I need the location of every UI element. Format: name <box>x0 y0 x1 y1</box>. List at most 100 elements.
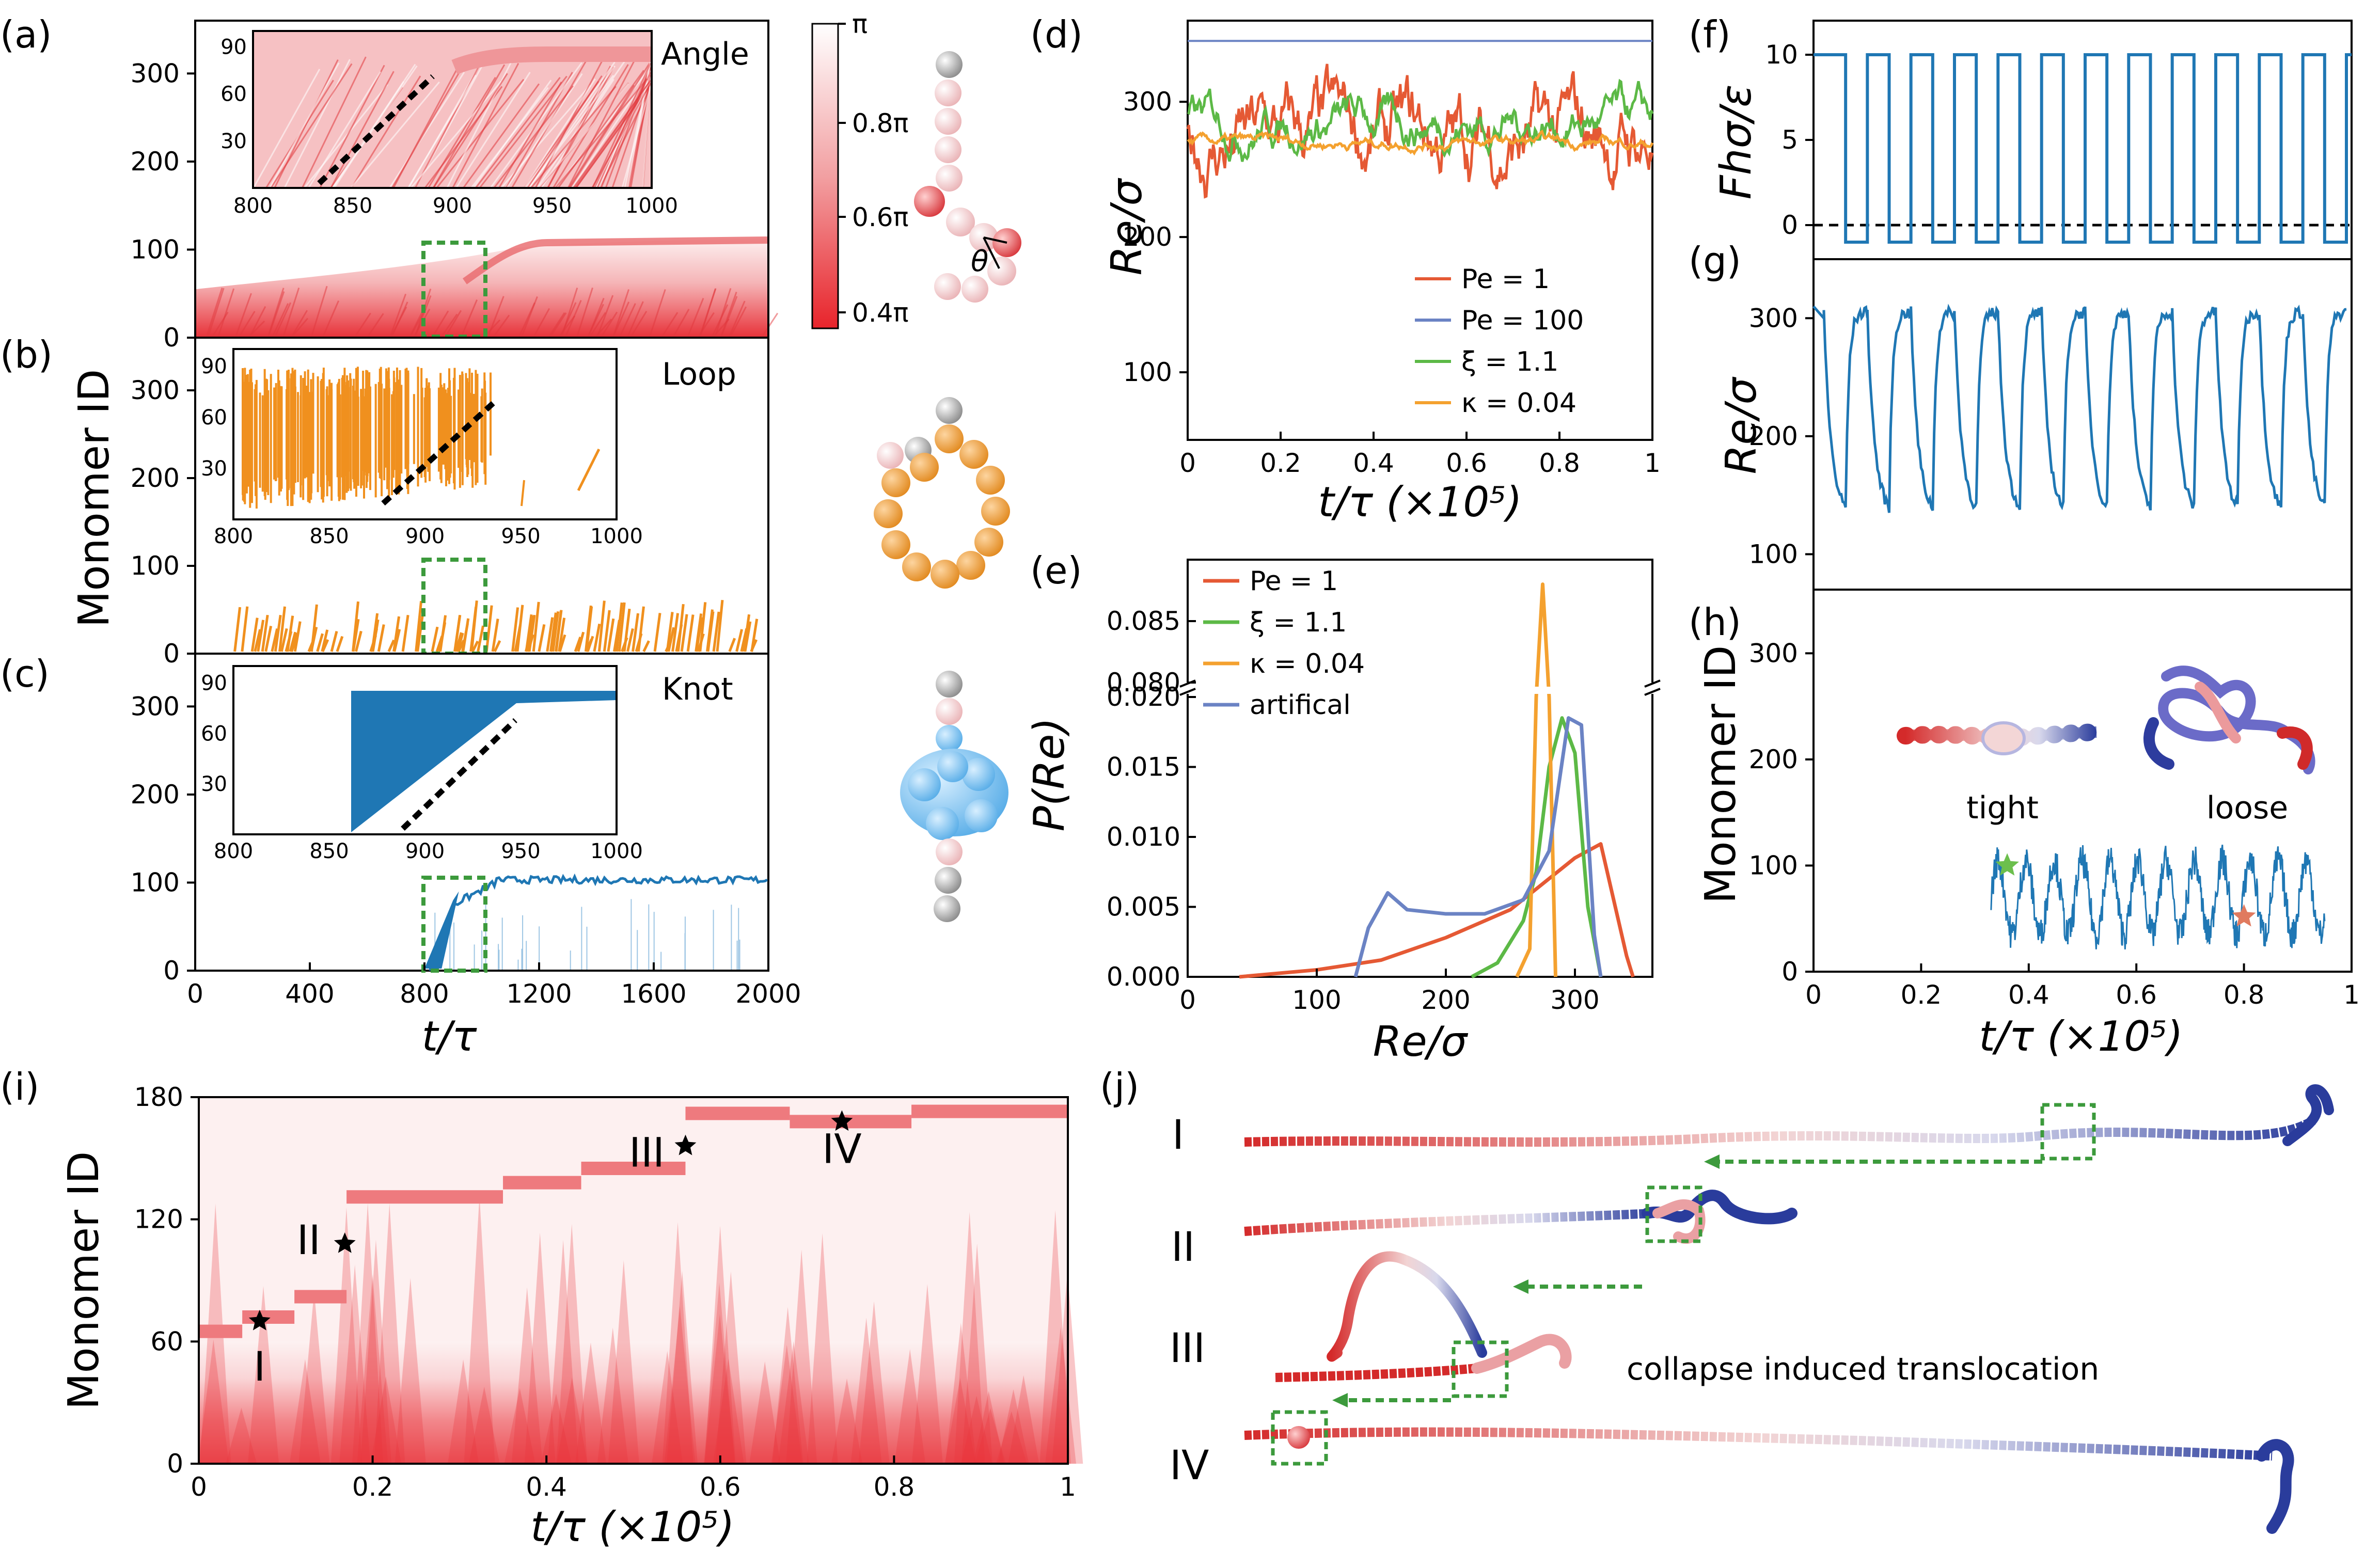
loop-streak <box>310 626 318 652</box>
panel-f: 0 5 10 Fhσ/ε <box>1712 20 2353 260</box>
streak <box>445 310 462 337</box>
streak <box>961 1243 993 1464</box>
inset-stripe <box>575 83 652 188</box>
loop-streak <box>511 607 519 652</box>
streak <box>858 1301 890 1464</box>
inset-x-tick: 900 <box>405 525 445 548</box>
inset-stripe <box>433 73 508 188</box>
streak <box>649 289 666 337</box>
inset-x-tick: 950 <box>532 194 572 218</box>
panel-d-ylabel: Re/σ <box>1102 177 1152 275</box>
loop-streak <box>632 613 640 652</box>
panel-c-inset: 800 850 900 950 1000 30 60 90 <box>201 665 643 863</box>
loop-streak <box>453 615 462 652</box>
streak <box>730 306 747 337</box>
streak <box>698 312 715 337</box>
loop-streak <box>278 606 287 652</box>
event-star <box>831 1110 853 1131</box>
inset-stripe <box>432 64 506 188</box>
panel-b-inset: 800 850 900 950 1000 30 60 90 <box>201 348 643 548</box>
inset-stripe <box>568 85 635 188</box>
colorbar-tick-label: 0.8π <box>852 108 909 138</box>
panel-h-xlabel: t/τ (×10⁵) <box>1979 1012 2183 1060</box>
panel-e-ylabel: P(Re) <box>1025 718 1074 832</box>
panel-e-legend: Pe = 1 ξ = 1.1 κ = 0.04 artifical <box>1203 566 1365 721</box>
series-line <box>1353 716 1603 977</box>
y-tick-label: 0.080 <box>1107 668 1180 698</box>
streak <box>596 295 614 337</box>
loop-streak <box>665 640 672 653</box>
streak <box>662 1222 693 1464</box>
loop-streak <box>352 601 360 652</box>
y-tick-label: 0 <box>1781 957 1798 987</box>
x-tick-label: 800 <box>400 979 449 1009</box>
inset-y-tick: 90 <box>201 672 227 695</box>
inset-stripe <box>493 85 574 188</box>
inset-stripe <box>308 71 382 188</box>
loop-streak <box>316 633 324 652</box>
label-b: (b) <box>0 333 53 376</box>
loop-streak <box>254 629 262 652</box>
streak <box>667 1271 698 1464</box>
inset-stripe <box>592 62 652 188</box>
x-tick-label: 0.2 <box>1901 980 1942 1010</box>
x-tick-label: 400 <box>285 979 334 1009</box>
inset-y-tick: 60 <box>220 83 247 106</box>
inset-stripe <box>642 76 652 188</box>
loose-polymer <box>2143 666 2315 774</box>
streak <box>339 1264 371 1464</box>
loop-streak <box>321 629 329 652</box>
streak <box>249 306 266 337</box>
streak <box>761 312 779 337</box>
inset-stripe <box>304 84 388 188</box>
legend-label: Pe = 100 <box>1461 305 1584 336</box>
y-tick-label: 200 <box>1123 222 1172 252</box>
inset-stripe <box>479 75 567 188</box>
streak <box>807 1233 838 1464</box>
streak <box>390 306 407 337</box>
inset-stripe <box>407 74 477 188</box>
inset-stripe <box>319 65 385 188</box>
y-tick-label: 0 <box>163 323 180 353</box>
loop-streak <box>558 617 566 652</box>
loop-streak <box>712 611 720 652</box>
panel-c-xlabel: t/τ <box>422 1012 477 1060</box>
streak <box>961 1396 992 1464</box>
streak <box>973 1391 1004 1464</box>
streak <box>704 1282 735 1464</box>
x-tick-label: 0 <box>187 979 203 1009</box>
x-tick-label: 1 <box>1644 448 1661 478</box>
inset-stripe <box>524 78 596 188</box>
y-tick-label: 300 <box>131 691 180 721</box>
loop-streak <box>653 613 661 652</box>
loop-streak <box>728 638 736 652</box>
streak <box>367 313 384 337</box>
streak <box>540 1393 572 1464</box>
inset-stripe <box>537 57 628 188</box>
label-a: (a) <box>0 13 52 56</box>
chain-IV <box>1244 1427 2273 1461</box>
loop-streak <box>257 620 265 652</box>
loop-streak <box>393 629 401 652</box>
loop-streak <box>455 635 463 652</box>
loop-streak <box>416 614 424 652</box>
streak <box>468 1386 500 1464</box>
inset-stripe <box>528 65 616 188</box>
label-h: (h) <box>1689 600 1741 644</box>
streak <box>556 1224 588 1464</box>
x-tick-label: 1 <box>2343 980 2360 1010</box>
loop-streak <box>280 628 288 652</box>
inset-x-tick: 800 <box>214 525 253 548</box>
inset-x-tick: 1000 <box>590 840 643 863</box>
streak <box>996 1411 1027 1464</box>
loop-streak <box>286 615 294 652</box>
loop-streak <box>706 611 715 652</box>
y-tick-label: 100 <box>131 234 180 264</box>
loop-streak <box>336 636 344 652</box>
loop-streak <box>525 614 533 652</box>
y-tick-label: 0.085 <box>1107 606 1180 636</box>
inset-stripe <box>424 86 503 188</box>
panel-d-legend: Pe = 1 Pe = 100 ξ = 1.1 κ = 0.04 <box>1415 264 1584 419</box>
